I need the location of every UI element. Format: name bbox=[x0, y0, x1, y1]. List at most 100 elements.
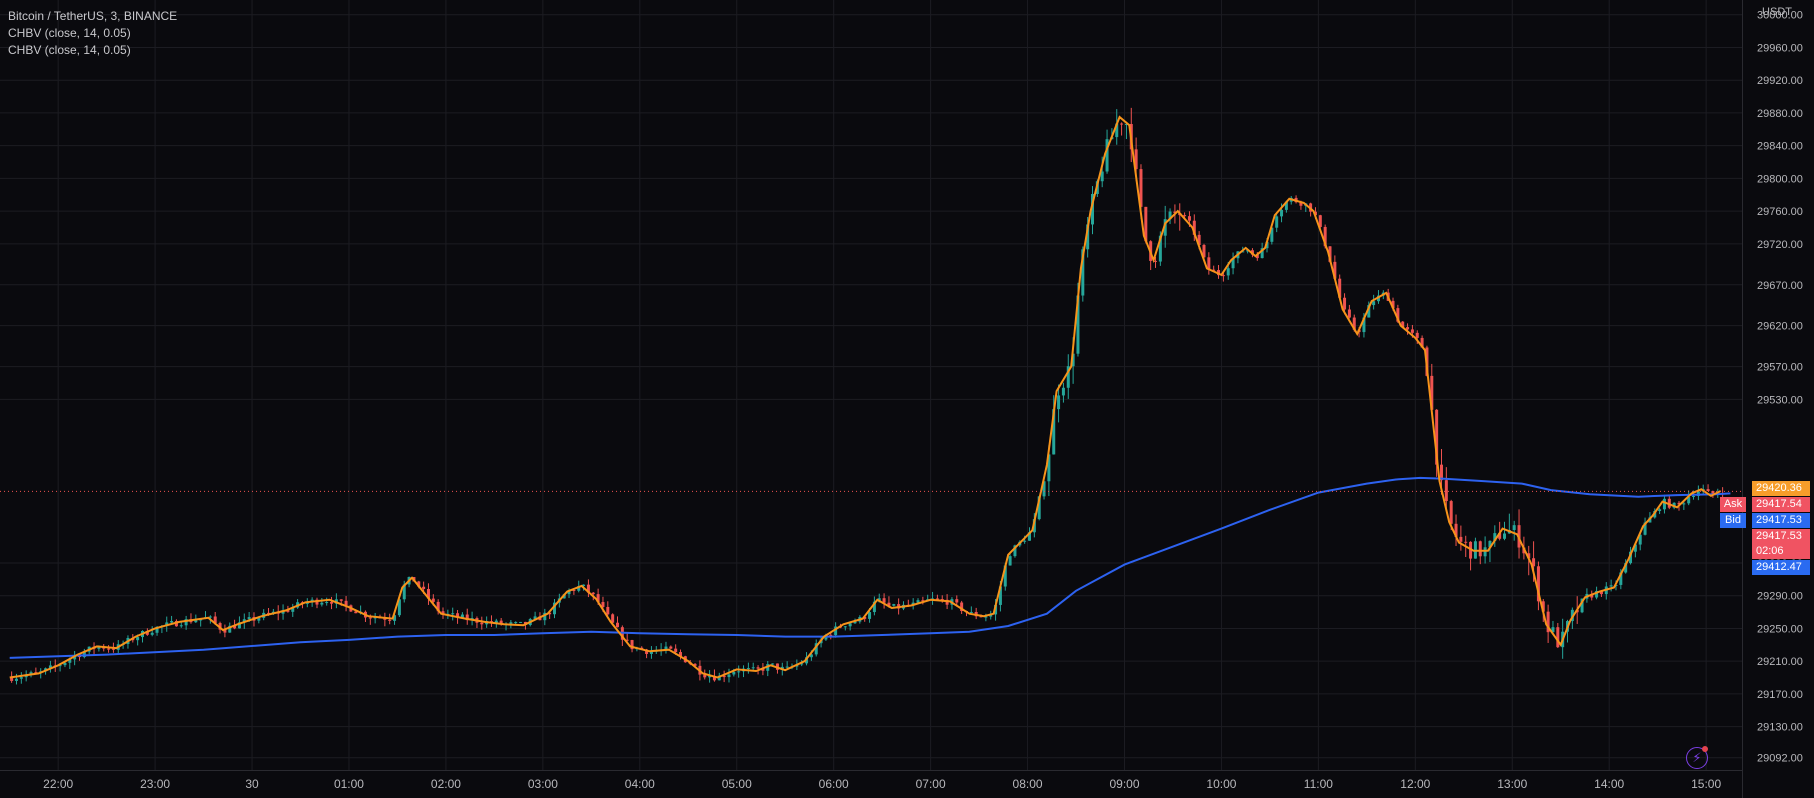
price-tick-label: 29620.00 bbox=[1757, 321, 1803, 333]
candle-body bbox=[422, 586, 426, 589]
candle-body bbox=[150, 632, 154, 635]
candle-body bbox=[320, 602, 324, 605]
time-tick-label: 01:00 bbox=[334, 777, 364, 791]
candle-body bbox=[242, 619, 246, 623]
candle-body bbox=[368, 617, 372, 619]
candle-body bbox=[1066, 366, 1070, 388]
candle-body bbox=[872, 601, 876, 613]
candle-body bbox=[1367, 305, 1371, 318]
candle-body bbox=[1197, 234, 1201, 246]
time-tick-label: 13:00 bbox=[1497, 777, 1527, 791]
candle-body bbox=[480, 622, 484, 625]
candle-body bbox=[998, 586, 1002, 605]
candle-body bbox=[829, 634, 833, 636]
candle-body bbox=[315, 599, 319, 605]
candle-body bbox=[552, 602, 556, 615]
candle-body bbox=[451, 613, 455, 615]
moving-average-line bbox=[9, 476, 1731, 659]
candle-body bbox=[1115, 123, 1119, 138]
candle-body bbox=[1439, 464, 1443, 481]
candle-body bbox=[645, 649, 649, 654]
candle-body bbox=[572, 590, 576, 592]
candle-body bbox=[577, 586, 581, 591]
candle-body bbox=[1173, 211, 1177, 214]
candle-body bbox=[14, 678, 18, 681]
candle-body bbox=[1163, 219, 1167, 236]
candle-body bbox=[1541, 601, 1545, 612]
candle-body bbox=[1687, 496, 1691, 504]
candle-body bbox=[732, 671, 736, 675]
candle-body bbox=[984, 616, 988, 618]
candle-body bbox=[1343, 297, 1347, 310]
currency-unit: USDT bbox=[1762, 6, 1792, 18]
candle-body bbox=[1231, 258, 1235, 269]
candle-body bbox=[10, 677, 14, 681]
candle-body bbox=[761, 668, 765, 671]
candle-body bbox=[402, 584, 406, 600]
candle-body bbox=[1633, 544, 1637, 552]
candle-body bbox=[679, 652, 683, 657]
candle-body bbox=[1706, 489, 1710, 492]
candle-body bbox=[1061, 387, 1065, 396]
candle-body bbox=[1333, 261, 1337, 279]
price-tick-label: 29840.00 bbox=[1757, 141, 1803, 153]
candle-body bbox=[1183, 215, 1187, 217]
candle-body bbox=[383, 618, 387, 620]
candle-body bbox=[1595, 590, 1599, 598]
candle-body bbox=[809, 654, 813, 658]
candle-body bbox=[417, 581, 421, 587]
candle-body bbox=[1207, 257, 1211, 270]
candle-body bbox=[548, 612, 552, 615]
candle-body bbox=[863, 616, 867, 619]
candle-body bbox=[669, 646, 673, 649]
candle-body bbox=[921, 600, 925, 602]
candle-body bbox=[1313, 211, 1317, 216]
candle-body bbox=[1081, 249, 1085, 296]
candle-body bbox=[1270, 227, 1274, 242]
candle-body bbox=[63, 662, 67, 666]
candle-body bbox=[1512, 525, 1516, 531]
candle-body bbox=[1226, 268, 1230, 276]
candle-body bbox=[1502, 533, 1506, 539]
symbol-title[interactable]: Bitcoin / TetherUS, 3, BINANCE bbox=[8, 9, 178, 23]
candle-body bbox=[1260, 248, 1264, 259]
indicator-label-1[interactable]: CHBV (close, 14, 0.05) bbox=[8, 26, 131, 40]
candle-body bbox=[703, 674, 707, 678]
time-tick-label: 30 bbox=[245, 777, 259, 791]
candle-body bbox=[97, 646, 101, 649]
candle-body bbox=[717, 675, 721, 681]
lightning-icon[interactable]: ⚡ bbox=[1686, 747, 1708, 769]
candle-body bbox=[625, 639, 629, 641]
candle-body bbox=[330, 602, 334, 604]
candle-body bbox=[582, 584, 586, 587]
price-tick-label: 29210.00 bbox=[1757, 656, 1803, 668]
candle-body bbox=[1027, 532, 1031, 541]
candle-body bbox=[1187, 216, 1191, 221]
candle-body bbox=[940, 599, 944, 601]
candle-body bbox=[170, 620, 174, 623]
candle-body bbox=[1711, 491, 1715, 495]
candle-body bbox=[73, 655, 77, 660]
candle-body bbox=[1532, 558, 1536, 567]
candle-body bbox=[247, 617, 251, 620]
candle-body bbox=[1643, 522, 1647, 535]
candle-body bbox=[746, 667, 750, 669]
candle-body bbox=[960, 602, 964, 612]
time-tick-label: 05:00 bbox=[722, 777, 752, 791]
candle-body bbox=[1037, 496, 1041, 520]
candle-body bbox=[771, 663, 775, 665]
candle-body bbox=[1677, 502, 1681, 505]
candle-body bbox=[34, 672, 38, 674]
candle-body bbox=[291, 607, 295, 612]
price-tag: 29417.54 bbox=[1752, 497, 1810, 513]
indicator-label-2[interactable]: CHBV (close, 14, 0.05) bbox=[8, 43, 131, 57]
price-tick-label: 29720.00 bbox=[1757, 239, 1803, 251]
price-tag: 29412.47 bbox=[1752, 560, 1810, 576]
candle-body bbox=[1624, 563, 1628, 573]
candle-body bbox=[882, 598, 886, 603]
candle-body bbox=[1134, 149, 1138, 170]
candle-body bbox=[1362, 317, 1366, 333]
candle-body bbox=[1352, 317, 1356, 330]
bid-side-label: Bid bbox=[1720, 513, 1746, 529]
